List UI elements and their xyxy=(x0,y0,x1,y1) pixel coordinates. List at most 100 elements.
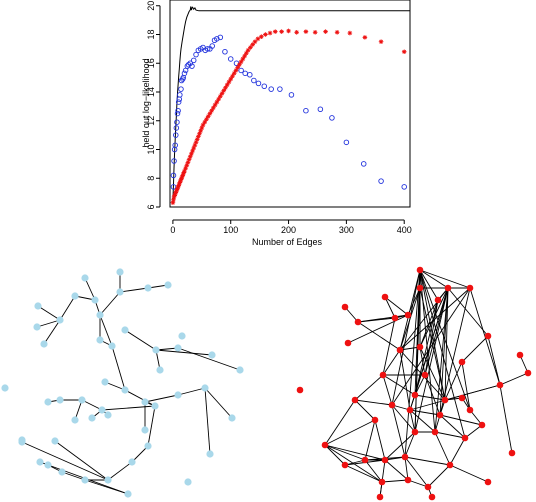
graph-edge xyxy=(461,335,489,363)
graph-edge xyxy=(59,295,76,321)
graph-edge xyxy=(439,414,483,426)
graph-node xyxy=(354,318,362,326)
star-point xyxy=(172,193,177,198)
star-point xyxy=(378,39,384,44)
network-left xyxy=(1,268,244,498)
graph-edge xyxy=(439,414,466,439)
circle-point xyxy=(238,67,244,74)
graph-edge xyxy=(324,444,346,466)
graph-edge xyxy=(449,464,489,483)
graph-node xyxy=(496,381,504,389)
graph-node xyxy=(58,468,66,476)
graph-edge xyxy=(449,437,466,466)
star-point xyxy=(192,142,198,148)
graph-edge xyxy=(144,394,179,403)
graph-edge xyxy=(61,471,86,481)
x-tick-label: 300 xyxy=(339,225,354,235)
graph-edge xyxy=(43,319,61,345)
star-point xyxy=(171,194,177,200)
graph-edge xyxy=(391,404,406,458)
graph-edge xyxy=(399,287,421,351)
graph-node xyxy=(101,378,109,386)
graph-node xyxy=(201,384,209,392)
graph-node xyxy=(104,411,112,419)
star-point xyxy=(218,94,223,99)
circle-point xyxy=(251,77,257,84)
graph-edge xyxy=(381,479,409,483)
graph-edge xyxy=(324,444,366,461)
graph-edge xyxy=(344,464,383,483)
graph-edge xyxy=(419,346,446,401)
graph-node xyxy=(436,411,444,419)
graph-node xyxy=(208,351,216,359)
graph-node xyxy=(344,339,352,347)
graph-node xyxy=(34,302,42,310)
graph-edge xyxy=(81,399,103,411)
x-tick-label: 400 xyxy=(397,225,412,235)
graph-node xyxy=(391,314,399,322)
graph-node xyxy=(1,384,9,392)
graph-node xyxy=(341,303,349,311)
graph-edge xyxy=(382,317,396,376)
graph-node xyxy=(144,442,152,450)
circle-point xyxy=(178,77,185,84)
y-tick-label: 12 xyxy=(146,116,156,126)
star-point xyxy=(174,188,179,194)
graph-edge xyxy=(464,424,483,439)
graph-edge xyxy=(101,405,156,411)
star-point xyxy=(248,45,253,50)
graph-edge xyxy=(419,269,439,301)
graph-edge xyxy=(354,399,376,421)
star-point xyxy=(182,168,187,174)
graph-edge xyxy=(434,431,466,439)
star-point xyxy=(312,30,318,35)
circle-point xyxy=(261,83,268,89)
circle-point xyxy=(172,142,178,148)
star-point xyxy=(272,29,278,34)
graph-node xyxy=(174,391,182,399)
star-point xyxy=(233,68,239,73)
graph-node xyxy=(381,456,389,464)
graph-edge xyxy=(409,409,436,433)
graph-edge xyxy=(439,287,471,416)
star-point xyxy=(221,88,227,93)
graph-edge xyxy=(354,374,384,401)
graph-edge xyxy=(364,459,383,483)
graph-node xyxy=(44,398,52,406)
star-point xyxy=(237,62,242,67)
star-point xyxy=(207,111,213,116)
star-point xyxy=(334,30,340,35)
graph-node xyxy=(484,332,492,340)
series-line xyxy=(172,6,410,200)
star-point xyxy=(228,76,234,82)
graph-edge xyxy=(404,431,416,458)
graph-node xyxy=(321,441,329,449)
y-tick-label: 8 xyxy=(146,176,156,181)
graph-edge xyxy=(155,349,213,356)
graph-edge xyxy=(444,287,449,401)
graph-node xyxy=(78,396,86,404)
star-point xyxy=(199,125,205,131)
star-point xyxy=(263,32,268,37)
graph-node xyxy=(411,391,419,399)
star-point xyxy=(174,187,180,193)
graph-node xyxy=(91,296,99,304)
star-point xyxy=(259,34,264,39)
circle-point xyxy=(343,139,350,146)
graph-edge xyxy=(204,387,233,419)
star-point xyxy=(216,96,221,102)
graph-edge xyxy=(391,269,421,406)
graph-edge xyxy=(384,431,416,461)
circle-point xyxy=(189,63,195,69)
graph-node xyxy=(446,461,454,469)
graph-node xyxy=(96,336,104,344)
star-point xyxy=(181,171,186,177)
graph-edge xyxy=(419,269,466,439)
star-point xyxy=(187,154,193,159)
graph-edge xyxy=(177,387,206,396)
graph-node xyxy=(444,284,452,292)
graph-node xyxy=(18,438,26,446)
star-point xyxy=(235,65,240,70)
